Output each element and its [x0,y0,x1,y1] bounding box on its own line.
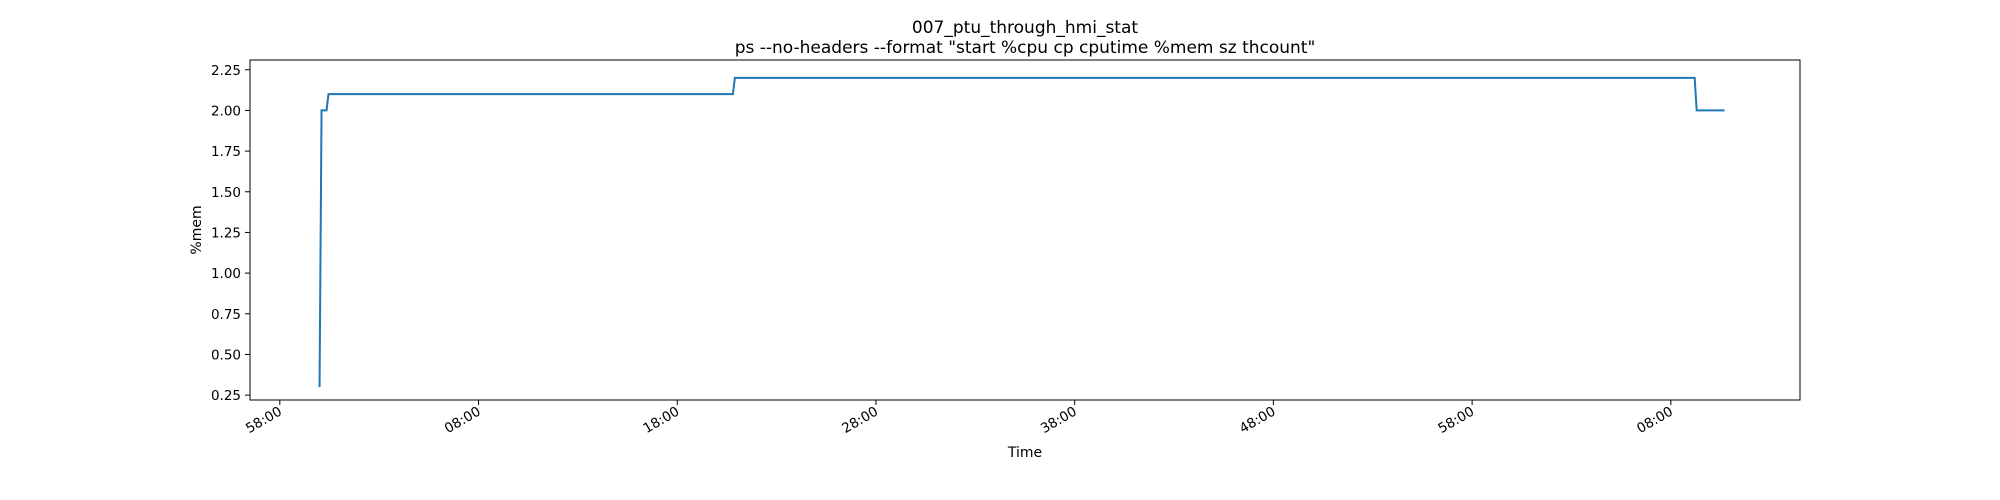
x-tick-label: 58:00 [243,404,285,437]
x-axis: 58:00 08:00 18:00 28:00 38:00 48:00 58:00 08:00 [243,400,1676,437]
y-tick-label: 1.25 [211,225,241,241]
plot-area [318,76,1725,387]
y-tick-label: 1.00 [211,266,241,282]
x-axis-label: Time [1007,445,1042,461]
x-tick-label: 38:00 [1038,404,1080,437]
y-axis-label: %mem [189,205,205,254]
plot-frame [249,59,1801,401]
x-tick-label: 28:00 [839,404,881,437]
y-tick-label: 2.25 [211,63,241,79]
y-tick-label: 2.00 [211,103,241,119]
y-tick-label: 1.75 [211,144,241,160]
chart-subtitle: ps --no-headers --format "start %cpu cp … [735,38,1316,58]
x-tick-label: 48:00 [1237,404,1279,437]
series-line [318,76,1725,387]
x-tick-label: 18:00 [641,404,683,437]
y-axis: 0.25 0.50 0.75 1.00 1.25 1.50 1.75 2.00 2.25 [211,63,250,404]
y-tick-label: 1.50 [211,185,241,201]
y-tick-label: 0.50 [211,347,241,363]
x-tick-label: 58:00 [1435,404,1477,437]
x-tick-label: 08:00 [1634,404,1676,437]
chart-title: 007_ptu_through_hmi_stat [912,18,1138,38]
y-tick-label: 0.75 [211,307,241,323]
x-tick-label: 08:00 [442,404,484,437]
y-tick-label: 0.25 [211,388,241,404]
